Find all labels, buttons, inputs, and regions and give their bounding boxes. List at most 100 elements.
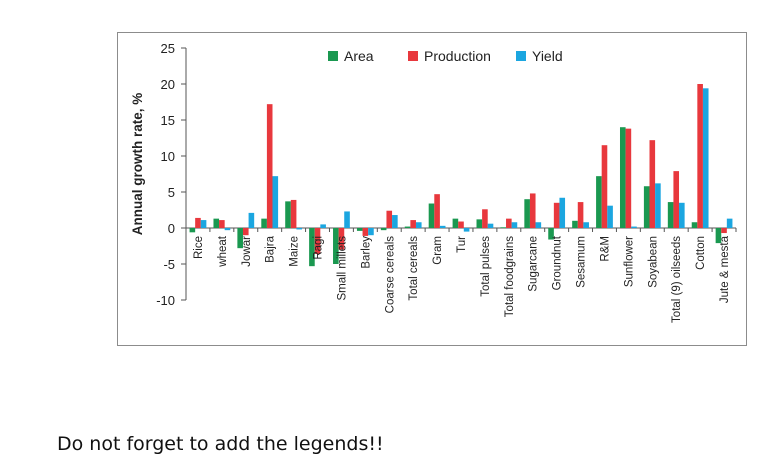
x-tick-label: Cotton (695, 236, 707, 270)
bar-yield (248, 212, 255, 228)
bar-area (643, 186, 650, 228)
bar-yield (344, 211, 350, 228)
bar-area (596, 176, 602, 228)
bar-production (649, 140, 656, 228)
y-tick-label: 5 (168, 185, 175, 200)
bar-area (715, 228, 722, 244)
y-tick-label: 0 (168, 221, 175, 236)
x-tick-label: Total pulses (480, 236, 492, 297)
bar-area (261, 218, 267, 228)
bar-yield (583, 222, 589, 228)
bar-area (189, 228, 196, 233)
x-tick-label: Sunflower (623, 236, 635, 287)
bar-production (386, 210, 393, 228)
x-tick-label: Jowar (241, 236, 253, 267)
bar-yield (224, 228, 231, 231)
x-tick-label: wheat (217, 235, 229, 267)
x-tick-label: Ragi (313, 236, 325, 260)
bar-yield (415, 222, 422, 228)
y-tick-label: 20 (161, 77, 175, 92)
bar-yield (392, 215, 398, 228)
y-tick-label: 15 (161, 113, 175, 128)
legend-label-yield: Yield (532, 48, 563, 64)
bar-production (434, 194, 440, 228)
bar-production (506, 218, 512, 228)
bar-yield (296, 228, 303, 230)
bar-yield (200, 220, 207, 228)
bar-area (333, 228, 339, 264)
bar-yield (463, 228, 470, 232)
x-tick-label: Soyabean (647, 236, 659, 288)
bar-production (338, 228, 345, 250)
bar-yield (559, 197, 566, 228)
x-tick-label: Tur (456, 236, 468, 253)
x-tick-label: Small millets (336, 236, 348, 301)
bar-production (529, 193, 536, 228)
bar-production (266, 104, 273, 228)
bar-production (410, 220, 416, 228)
bar-yield (439, 225, 446, 228)
bar-production (242, 228, 249, 236)
bar-production (625, 128, 632, 228)
y-tick-label: -5 (163, 257, 175, 272)
bar-production (697, 84, 703, 228)
x-tick-label: Jute & mesta (719, 235, 731, 303)
bar-yield (511, 222, 518, 228)
bar-area (524, 199, 530, 228)
x-tick-label: Groundnut (552, 235, 564, 290)
bar-production (673, 171, 680, 228)
bar-yield (679, 202, 685, 228)
bar-area (572, 220, 578, 228)
chart-frame: 25 20 15 10 5 0 -5 -10 Annual growth rate, % Rice… (117, 32, 747, 346)
x-tick-label: Total foodgrains (504, 236, 516, 317)
legend-swatch-area (328, 51, 338, 61)
y-axis-title: Annual growth rate, % (130, 93, 145, 236)
x-tick-label: Bajra (265, 235, 277, 262)
y-tick-label: 25 (161, 41, 175, 56)
bar-production (290, 199, 297, 228)
bar-area (380, 228, 387, 231)
bar-yield (272, 176, 279, 228)
bar-area (356, 228, 363, 231)
bar-area (619, 127, 626, 228)
y-tick-label: -10 (156, 293, 175, 308)
x-tick-label: Barley (360, 236, 372, 269)
bar-area (500, 227, 507, 228)
legend-label-area: Area (344, 48, 374, 64)
bar-area (667, 202, 674, 228)
bar-area (213, 218, 220, 228)
bar-production (314, 228, 321, 254)
bar-production (219, 220, 225, 228)
bar-production (458, 221, 464, 228)
bar-area (476, 219, 483, 228)
bar-area (309, 228, 315, 267)
x-tick-label: Sesamum (576, 236, 588, 288)
bar-yield (368, 228, 374, 236)
x-tick-label: Total (9) oilseeds (671, 236, 683, 323)
bar-yield (487, 223, 494, 228)
x-tick-label: R&M (600, 236, 612, 262)
bar-yield (702, 88, 709, 228)
legend-swatch-production (408, 51, 418, 61)
bar-production (577, 202, 584, 228)
y-tick-label: 10 (161, 149, 175, 164)
bar-yield (320, 224, 326, 228)
bar-yield (631, 226, 637, 228)
x-tick-label: Rice (193, 236, 205, 259)
x-tick-label: Maize (289, 236, 301, 267)
x-tick-label: Gram (432, 236, 444, 265)
x-tick-label: Coarse cereals (384, 236, 396, 314)
bar-yield (535, 222, 542, 228)
bar-yield (726, 218, 733, 228)
bar-yield (607, 205, 613, 228)
x-tick-label: Sugarcane (528, 236, 540, 292)
bar-chart: 25 20 15 10 5 0 -5 -10 Annual growth rate, % Rice… (130, 41, 737, 323)
bar-area (691, 222, 698, 228)
bar-yield (655, 183, 661, 228)
bar-production (362, 228, 369, 236)
x-tick-label: Total cereals (408, 236, 420, 301)
legend-label-production: Production (424, 48, 491, 64)
bar-area (404, 226, 411, 228)
note-text: Do not forget to add the legends!! (57, 433, 384, 455)
bar-area (285, 201, 291, 228)
